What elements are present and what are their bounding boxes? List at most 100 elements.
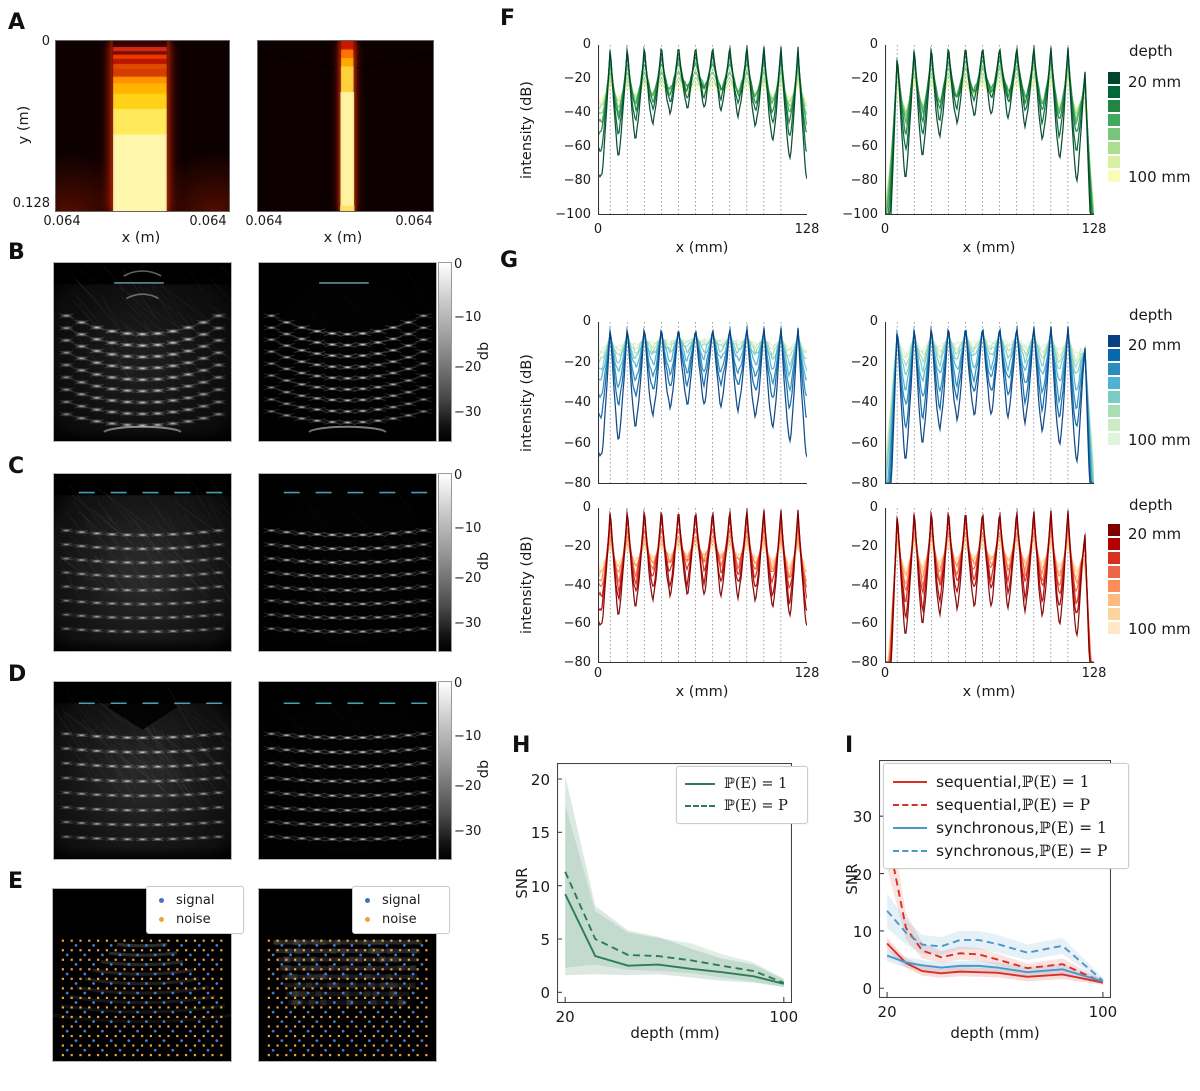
G_red_right-y-tick: −20 (850, 538, 878, 554)
legend-label-math: ℙ(E) = 1 (724, 776, 788, 792)
G_red_right-x-tick: 128 (1081, 666, 1107, 681)
depth-swatch (1108, 405, 1120, 417)
legend-row: sequential, ℙ(E) = P (893, 793, 1119, 816)
D-colorbar-label: db (476, 759, 492, 779)
A-y-tick-0: 0 (41, 34, 50, 49)
panel-C-left-image (53, 473, 232, 652)
F-legend-100mm: 100 mm (1128, 168, 1191, 186)
depth-swatch (1108, 538, 1120, 550)
depth-swatch (1108, 433, 1120, 445)
F_right-y-tick: −40 (850, 105, 878, 120)
G_red_left-y-tick: −20 (563, 538, 591, 554)
legend-label-prefix: sequential, (936, 795, 1022, 814)
depth-swatch (1108, 72, 1120, 84)
legend-line-sample (893, 849, 927, 852)
depth-swatch (1108, 524, 1120, 536)
depth-swatch (1108, 156, 1120, 168)
H-y-axis-label: SNR (513, 867, 531, 899)
E-legend-label: signal (382, 893, 421, 908)
A-y-tick-0128: 0.128 (12, 196, 50, 211)
depth-swatch (1108, 114, 1120, 126)
B-colorbar-label: db (476, 341, 492, 361)
depth-swatch (1108, 622, 1120, 634)
legend-label-math: ℙ(E) = P (1021, 795, 1091, 814)
panel-C-right-image (258, 473, 437, 652)
C-colorbar-tick: −10 (454, 521, 482, 536)
panel-G-blue-right-plot (885, 322, 1094, 484)
panel-A-right-image (257, 40, 434, 212)
E-legend-row: signal (361, 891, 441, 910)
F-legend-20mm: 20 mm (1128, 73, 1182, 91)
legend-line-sample (893, 826, 927, 829)
signal-marker-icon (159, 898, 164, 903)
G_red_left-y-tick: −40 (563, 577, 591, 593)
I-y-tick: 0 (862, 980, 872, 999)
panel-label-H: H (512, 733, 531, 758)
G_red_left-y-tick: −80 (563, 655, 591, 670)
depth-swatch (1108, 391, 1120, 403)
G-red-right-x-axis-label: x (mm) (962, 684, 1016, 700)
depth-swatch (1108, 419, 1120, 431)
H-y-tick: 15 (530, 824, 550, 843)
panel-F-right-plot (885, 45, 1094, 215)
F_left-y-tick: 0 (582, 37, 591, 52)
H-legend: ℙ(E) = 1 ℙ(E) = P (676, 766, 808, 824)
G-blue-y-axis-label: intensity (dB) (519, 354, 535, 452)
depth-swatch (1108, 170, 1120, 182)
I-y-tick: 10 (852, 922, 872, 941)
panel-G-red-right-plot (885, 508, 1094, 663)
depth-swatch (1108, 128, 1120, 140)
legend-row: ℙ(E) = P (685, 795, 799, 817)
E-legend-row: noise (155, 910, 235, 929)
panel-label-F: F (500, 6, 516, 31)
G-blue-legend-swatches (1108, 335, 1120, 447)
H-x-axis-label: depth (mm) (630, 1024, 720, 1042)
panel-B-right-image (258, 262, 437, 442)
depth-swatch (1108, 552, 1120, 564)
G-blue-legend-20mm: 20 mm (1128, 336, 1182, 354)
B-colorbar-tick: −10 (454, 310, 482, 325)
B-colorbar-tick: −20 (454, 360, 482, 375)
F_right-y-tick: −80 (850, 173, 878, 188)
G-blue-legend-100mm: 100 mm (1128, 431, 1191, 449)
F_left-y-tick: −40 (563, 105, 591, 120)
legend-row: ℙ(E) = 1 (685, 773, 799, 795)
E-legend-label: noise (176, 912, 211, 927)
panel-label-A: A (8, 10, 26, 35)
H-y-tick: 0 (540, 984, 550, 1003)
depth-swatch (1108, 86, 1120, 98)
I-y-tick: 30 (852, 808, 872, 827)
B-colorbar (438, 262, 452, 442)
G-red-legend-title: depth (1129, 496, 1173, 514)
panel-A-left-image (55, 40, 230, 212)
noise-marker-icon (159, 917, 164, 922)
A-right-x-tick-left: 0.064 (245, 214, 283, 229)
legend-label-prefix: synchronous, (936, 841, 1040, 860)
C-colorbar-tick: −20 (454, 571, 482, 586)
panel-G-blue-left-plot (598, 322, 807, 484)
G_blue_left-y-tick: −60 (563, 435, 591, 451)
C-colorbar-label: db (476, 551, 492, 571)
panel-B-left-image (53, 262, 232, 442)
depth-swatch (1108, 594, 1120, 606)
H-x-tick: 100 (769, 1008, 799, 1026)
F-legend-title: depth (1129, 42, 1173, 60)
G_blue_right-y-tick: −80 (850, 476, 878, 491)
G_blue_left-y-tick: 0 (582, 314, 591, 329)
F_right-y-tick: −100 (842, 207, 878, 222)
C-colorbar (438, 473, 452, 652)
F_left-x-tick: 0 (593, 222, 603, 237)
panel-label-D: D (8, 662, 27, 687)
panel-label-E: E (8, 869, 24, 894)
H-y-tick: 5 (540, 931, 550, 949)
C-colorbar-tick: 0 (454, 468, 463, 483)
A-left-x-tick-left: 0.064 (43, 214, 81, 229)
legend-label-math: ℙ(E) = 1 (1039, 818, 1107, 837)
panel-F-left-plot (598, 45, 807, 215)
I-legend: sequential, ℙ(E) = 1 sequential, ℙ(E) = P… (883, 763, 1129, 869)
legend-row: synchronous, ℙ(E) = P (893, 839, 1119, 862)
H-y-tick: 20 (530, 771, 550, 789)
F_right-x-tick: 0 (880, 222, 890, 237)
G_blue_right-y-tick: −60 (850, 435, 878, 451)
